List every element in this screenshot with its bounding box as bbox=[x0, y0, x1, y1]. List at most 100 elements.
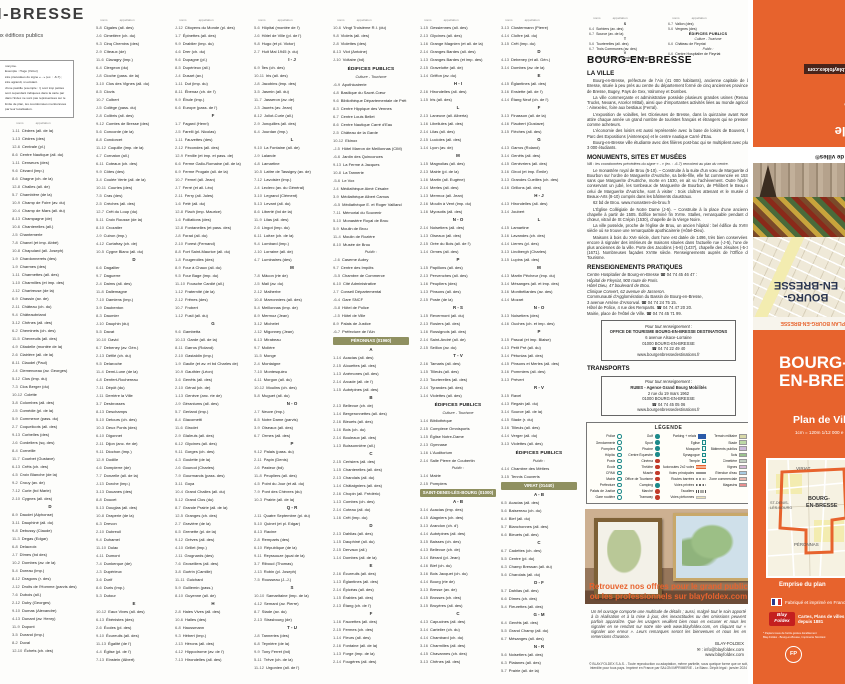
index-entry: 5-5 Grand Champ (all. du) bbox=[501, 628, 549, 633]
index-entry: 1-15 Érables (all. des) bbox=[333, 595, 374, 600]
commune-bar: PÉRONNAS (01960) bbox=[333, 337, 409, 345]
index-entry: J-4 Leclerc (av. du Général) bbox=[254, 185, 305, 190]
index-entry: J-11 Quatre Septembre (pl. du) bbox=[254, 513, 310, 518]
index-entry: 9-9 Tony Ferret (bd) bbox=[254, 649, 291, 654]
index-entry: 2-10 Génal (ch. de) bbox=[175, 385, 211, 390]
index-column-header: noms appellation bbox=[424, 18, 459, 22]
index-entry: 1-15 Tilleuls (all. des) bbox=[420, 369, 459, 374]
index-entry: 9-13 Corbelles (des) bbox=[12, 432, 50, 437]
inset-label-peronnas: PÉRONNAS bbox=[794, 542, 819, 547]
index-entry: 4-8 Lamartine bbox=[254, 161, 280, 166]
index-entry: 4-16 Ouches (ch. et imp. des) bbox=[501, 321, 555, 326]
practical-info-line: Hôtel Dieu, 47 boulevard de Brou. bbox=[587, 283, 651, 289]
index-entry: J-7 Conseil Départemental bbox=[333, 289, 382, 294]
legend-item: Parking + relais bbox=[663, 433, 707, 439]
index-letter-heading: B bbox=[369, 395, 373, 400]
paragraph: L'économie des loisirs est aussi représe… bbox=[587, 128, 750, 139]
index-entry: 2-12 Fécondes (all. des) bbox=[175, 145, 220, 150]
index-entry: 2-12 Duby (Georges) bbox=[12, 600, 51, 605]
legend-box: LÉGENDE Police Gendarmerie Pompiers Hôpital… bbox=[586, 422, 751, 505]
box-line[interactable]: www.bourgenbressedestinations.fr bbox=[637, 351, 700, 357]
index-entry: 1-16 Peupliers (des) bbox=[420, 281, 457, 286]
index-entry: 5-10 Detours (ch. des) bbox=[96, 417, 137, 422]
index-entry: 3-10 Legrand (Clément) bbox=[254, 193, 298, 198]
index-entry: 4-12 Semard (av. Pierre) bbox=[254, 601, 299, 606]
practical-info-line: Communauté d'Agglomération du Bassin de … bbox=[587, 294, 703, 300]
index-entry: 5-12 Clos (imp. du) bbox=[12, 376, 47, 381]
index-entry: 11-5 Monge bbox=[254, 353, 276, 358]
index-entry: J-5 Comédie (pl. de la) bbox=[12, 408, 54, 413]
index-entry: 8-5 Notre Dame (parvis) bbox=[254, 417, 298, 422]
publisher-site[interactable]: www.blayfoldex.com bbox=[705, 652, 744, 658]
index-entry: 10-2 Dombes (av. de la) bbox=[12, 560, 56, 565]
index-entry: 2-15 Seillon (av. du) bbox=[420, 345, 457, 350]
index-entry: 6-8 Delacroix bbox=[12, 544, 37, 549]
brou-monastery-photo bbox=[753, 163, 845, 237]
blayfoldex-link[interactable]: blayfoldex.com bbox=[688, 591, 748, 601]
legend-label: Théâtre bbox=[641, 464, 653, 469]
index-note-box: nonyme. Exemple : Hugo (Victor) être précé… bbox=[0, 60, 74, 118]
legend-label: Escaliers bbox=[680, 489, 695, 494]
back-cover-url[interactable]: www.blayfoldex.com bbox=[803, 64, 845, 75]
commune-bar: SAINT-DENIS-LÈS-BOURG (01000) bbox=[420, 489, 496, 497]
index-entry: 7-5 Cras (des) bbox=[96, 193, 123, 198]
index-entry: 5-6 Charolais (all. du) bbox=[501, 572, 541, 577]
index-entry: 4-13 Petit Pré (all. du) bbox=[501, 345, 541, 350]
index-entry: 8-6 Centre Nautique (all. du) bbox=[12, 152, 64, 157]
index-entry: 6-7 Centre Louis Bellet bbox=[333, 114, 375, 119]
index-entry: 4-15 Chavannes (ch. des) bbox=[420, 651, 467, 656]
index-entry: 6-13 Crêts (ch. des) bbox=[12, 464, 49, 469]
practical-info-line: 3 avenue Arsène d'Arsonval. ☎ 04 74 24 7… bbox=[587, 299, 677, 305]
index-entry: 5-4 Fleurettes (all. des) bbox=[501, 604, 544, 609]
brou-spire bbox=[759, 165, 777, 199]
legend-label: CPAM bbox=[605, 471, 616, 476]
index-entry: 6-8 Teynière (de la) bbox=[254, 641, 290, 646]
index-entry: 8-4 Giacometti bbox=[175, 417, 202, 422]
index-entry: 2-13 Étang (ch. de l') bbox=[333, 603, 371, 608]
index-entry: 3-16 Girod (et imp. Émile) bbox=[501, 169, 548, 174]
blay-foldex-logo: Blay Foldex Cartes, Plans de villes depu… bbox=[769, 612, 844, 626]
index-entry: 1-13 Églantines (all. des) bbox=[333, 579, 379, 584]
info-panel: BOURG-EN-BRESSE LA VILLE Bourg-en-Bresse… bbox=[585, 55, 752, 670]
index-entry: 6-9 Ferme Progain (all. de la) bbox=[175, 169, 228, 174]
index-entry: 9-4 Châteaubriand bbox=[12, 312, 47, 317]
index-entry: 3-15 Crêt (imp. du) bbox=[501, 41, 536, 46]
index-subsection-heading: Culture - Tourisme bbox=[442, 411, 474, 415]
paragraph: La ville possède, proche de l'église de … bbox=[587, 223, 750, 234]
legend-label: Mosquée bbox=[685, 446, 700, 451]
legend-label: Gendarmerie bbox=[595, 440, 616, 445]
legend-item: Mosquée bbox=[663, 446, 707, 452]
index-entry: 3-8 Guérin (Camille) bbox=[175, 569, 212, 574]
index-letter-heading: M bbox=[290, 265, 294, 270]
index-entry: 8-13 Deschamps bbox=[96, 409, 128, 414]
back-cover-verso: Index au verso bbox=[757, 109, 845, 115]
index-entry: 8-9 Palais de Justice bbox=[333, 321, 371, 326]
page-subtitle: Index des rues et accès aux édifices pub… bbox=[0, 33, 44, 39]
index-subsection-heading: Culture - Tourisme bbox=[355, 75, 387, 79]
index-entry: J-9 Cuiron (imp.) bbox=[96, 233, 127, 238]
index-entry: 2-7 Huit Mai 1945 (r. du) bbox=[254, 49, 299, 54]
index-entry: 11-6 Girodet bbox=[175, 425, 198, 430]
index-subsection-heading: Public : bbox=[451, 466, 465, 470]
la-ville-paragraphs: Bourg-en-Bresse, préfecture de l'Ain (41… bbox=[585, 78, 752, 150]
index-entry: -6-9 Apothicairerie bbox=[333, 82, 367, 87]
index-entry: 4-15 Alagniers (ch. des) bbox=[420, 515, 464, 520]
index-entry: 9-3 Hébert (imp.) bbox=[175, 633, 207, 638]
note-line: être agrandi, si existant. bbox=[5, 80, 38, 85]
index-entry: J-12 Droits de l'Homme (parvis des) bbox=[12, 584, 77, 589]
index-entry: 7-9 Gourmands (pass. des) bbox=[175, 473, 225, 478]
index-entry: 4-16 Bief (ch. du) bbox=[420, 563, 452, 568]
index-entry: 4-15 Lamartine bbox=[501, 225, 529, 230]
box-line[interactable]: www.bourgenbressedestinations.fr bbox=[637, 407, 700, 413]
index-entry: 3-4 Coulée Verte (all. de la) bbox=[96, 177, 146, 182]
index-entry: J-5 Chantemerle bbox=[12, 232, 43, 237]
index-entry: 3-9 Oiseaux (all. des) bbox=[254, 425, 293, 430]
index-entry: 8-7 Stade (av. du) bbox=[254, 609, 287, 614]
index-letter-heading: L bbox=[290, 137, 294, 142]
index-entry: 8-8 Condorcet bbox=[96, 137, 123, 142]
index-entry: 8-2 Duval bbox=[12, 640, 31, 645]
index-entry: 3-7 Riboud (Thomas) bbox=[254, 561, 293, 566]
publisher-email[interactable]: ✉ : info@blayfoldex.com bbox=[696, 646, 744, 652]
paragraph: 62 bd de Brou. www.monastere-de-brou.fr bbox=[593, 200, 671, 206]
index-letter-heading: D - F bbox=[534, 580, 544, 585]
